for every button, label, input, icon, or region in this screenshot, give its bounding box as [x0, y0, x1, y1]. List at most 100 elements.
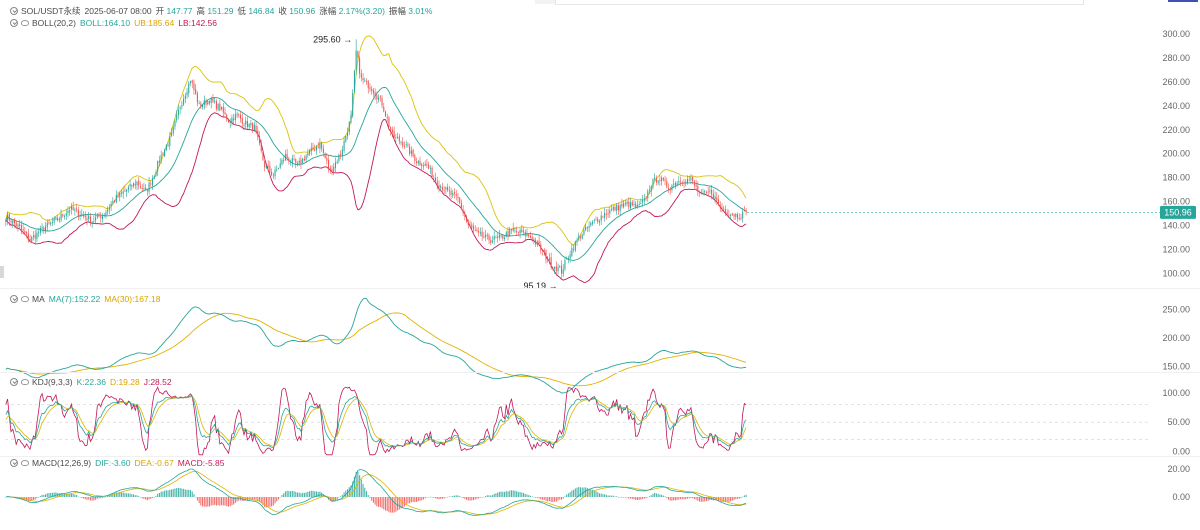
candle-body	[523, 230, 525, 232]
candle-body	[592, 221, 594, 224]
candle-body	[74, 209, 76, 211]
macd-histogram-bar	[498, 491, 500, 497]
collapse-toggle-icon[interactable]	[10, 19, 18, 27]
candle	[51, 217, 53, 227]
candle-body	[307, 153, 309, 156]
candle	[657, 179, 659, 186]
candle-body	[359, 58, 361, 74]
macd-histogram-bar	[704, 497, 706, 502]
macd-histogram-bar	[257, 497, 259, 501]
candle-body	[50, 222, 52, 225]
top-strip	[535, 0, 555, 4]
candle	[357, 50, 359, 63]
visibility-eye-icon[interactable]	[21, 296, 29, 302]
candle-body	[422, 165, 424, 167]
candle-body	[716, 197, 718, 201]
candle	[207, 99, 209, 106]
macd-histogram-bar	[528, 495, 530, 497]
candle-body	[57, 217, 59, 221]
kdj-d-line	[5, 396, 747, 447]
candle	[307, 148, 309, 158]
macd-histogram-bar	[505, 491, 507, 497]
candle-body	[300, 159, 302, 164]
macd-histogram-bar	[673, 497, 675, 501]
candle-body	[583, 230, 585, 235]
macd-histogram-bar	[188, 489, 190, 497]
candle	[355, 39, 357, 76]
candle-body	[15, 222, 17, 227]
candle	[626, 199, 628, 207]
candle	[440, 184, 442, 191]
macd-histogram-bar	[466, 497, 468, 500]
candle	[448, 185, 450, 197]
candle-body	[276, 169, 278, 171]
pane-resize-handle[interactable]	[0, 266, 4, 278]
candle-body	[626, 201, 628, 205]
macd-histogram-bar	[657, 493, 659, 497]
candle	[502, 234, 504, 242]
change-label: 涨幅	[319, 6, 337, 16]
candle	[443, 186, 445, 195]
candle-body	[260, 142, 262, 152]
candle	[15, 220, 17, 229]
macd-histogram-bar	[352, 481, 354, 497]
candle-body	[724, 209, 726, 214]
macd-histogram-bar	[224, 497, 226, 506]
candle	[124, 185, 126, 192]
candle	[483, 231, 485, 239]
macd-histogram-bar	[564, 496, 566, 497]
macd-histogram-bar	[648, 496, 651, 497]
candle	[110, 200, 112, 212]
candle	[53, 216, 55, 225]
candle-body	[524, 232, 526, 236]
candle-body	[174, 121, 176, 127]
candle-body	[229, 121, 231, 124]
collapse-toggle-icon[interactable]	[10, 7, 18, 15]
candle-body	[29, 239, 31, 241]
candle	[10, 217, 12, 226]
top-button[interactable]	[1168, 0, 1198, 2]
candle	[238, 113, 240, 119]
candle	[433, 174, 435, 183]
candle-body	[43, 227, 45, 231]
candle-body	[740, 217, 742, 219]
candle-body	[730, 214, 732, 216]
candle-body	[619, 205, 621, 211]
visibility-eye-icon[interactable]	[21, 20, 29, 26]
candle-body	[146, 190, 148, 192]
last-price-tag[interactable]	[1160, 205, 1196, 219]
candle	[198, 100, 200, 105]
collapse-toggle-icon[interactable]	[10, 459, 18, 467]
candle	[592, 220, 594, 227]
ma-y-tick-label: 250.00	[1162, 304, 1190, 314]
candle-body	[303, 158, 305, 161]
candle	[531, 233, 533, 242]
candle-body	[252, 123, 254, 130]
collapse-toggle-icon[interactable]	[10, 378, 18, 386]
candle-body	[498, 234, 500, 238]
macd-dif-line	[5, 468, 747, 516]
macd-histogram-bar	[205, 497, 207, 507]
amplitude-label: 振幅	[388, 6, 406, 16]
macd-histogram-bar	[395, 497, 397, 512]
candle	[258, 131, 261, 146]
visibility-eye-icon[interactable]	[21, 460, 29, 466]
candle-body	[191, 80, 193, 84]
candle	[188, 81, 190, 98]
macd-histogram-bar	[103, 497, 105, 498]
top-search-box[interactable]	[555, 0, 1084, 5]
candle-body	[507, 231, 509, 237]
collapse-toggle-icon[interactable]	[10, 295, 18, 303]
candle	[431, 165, 433, 179]
candle-body	[84, 215, 86, 218]
candle	[445, 186, 447, 195]
candle-body	[699, 191, 701, 193]
candle-body	[70, 206, 72, 210]
candle	[164, 148, 166, 158]
visibility-eye-icon[interactable]	[21, 379, 29, 385]
macd-histogram-bar	[264, 497, 266, 508]
candle	[559, 264, 561, 269]
candle-body	[662, 178, 664, 180]
candle-body	[338, 155, 340, 161]
